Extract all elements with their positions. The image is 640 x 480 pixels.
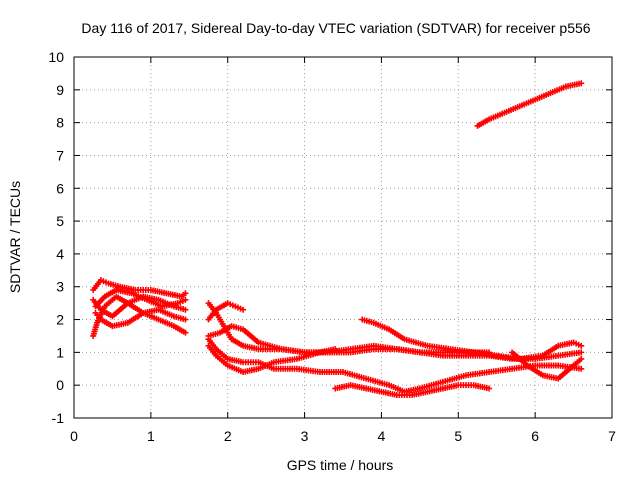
y-tick-label: 0 [56, 377, 64, 393]
data-point [578, 349, 585, 356]
x-tick-label: 7 [608, 428, 616, 444]
y-tick-label: 9 [56, 82, 64, 98]
y-tick-label: -1 [52, 410, 65, 426]
data-point [332, 346, 339, 353]
y-tick-label: 6 [56, 180, 64, 196]
grid-lines [74, 57, 612, 418]
plot-frame [73, 56, 613, 419]
data-point [578, 355, 585, 362]
x-tick-label: 4 [378, 428, 386, 444]
y-tick-label: 5 [56, 213, 64, 229]
x-axis-label: GPS time / hours [287, 457, 394, 473]
data-point [578, 342, 585, 349]
y-tick-label: 10 [48, 49, 64, 65]
data-point [182, 290, 189, 297]
y-tick-label: 4 [56, 246, 64, 262]
data-point [182, 306, 189, 313]
chart-title: Day 116 of 2017, Sidereal Day-to-day VTE… [81, 20, 590, 36]
data-points [90, 80, 585, 399]
y-tick-label: 3 [56, 279, 64, 295]
data-point [578, 80, 585, 87]
y-tick-label: 7 [56, 147, 64, 163]
data-point [182, 329, 189, 336]
data-point [182, 316, 189, 323]
x-tick-label: 5 [454, 428, 462, 444]
data-point [486, 385, 493, 392]
x-tick-label: 3 [301, 428, 309, 444]
x-tick-label: 2 [224, 428, 232, 444]
data-point [578, 365, 585, 372]
x-tick-label: 0 [70, 428, 78, 444]
data-point [182, 296, 189, 303]
y-axis-label: SDTVAR / TECUs [7, 181, 23, 293]
y-tick-label: 2 [56, 312, 64, 328]
y-tick-label: 1 [56, 344, 64, 360]
y-tick-label: 8 [56, 115, 64, 131]
data-point [240, 306, 247, 313]
axis-ticks: 0 1 2 3 4 5 6 7 -1 0 1 2 3 4 5 6 7 8 9 10 [48, 49, 616, 444]
x-tick-label: 1 [147, 428, 155, 444]
x-tick-label: 6 [531, 428, 539, 444]
